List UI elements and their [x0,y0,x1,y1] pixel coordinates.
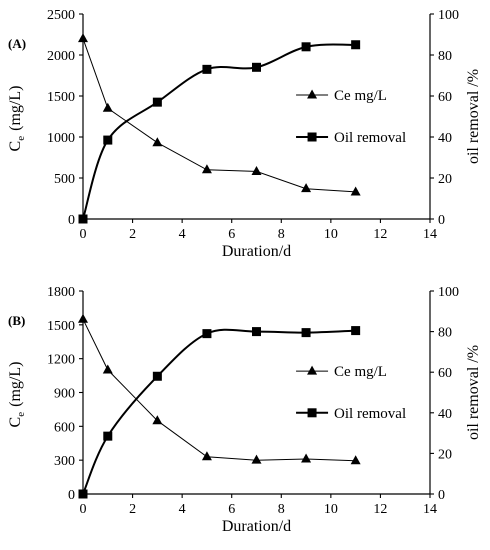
x-tick-label: 10 [324,227,338,242]
y-axis-label-unit: (mg/L) [7,362,24,407]
legend-oil-removal-marker [307,132,317,142]
legend-ce-concentration-label: Ce mg/L [334,364,387,380]
y2-tick-label: 80 [438,326,452,341]
panel-label: (A) [8,36,26,51]
x-tick-label: 10 [324,502,338,517]
y2-axis-label: oil removal /% [465,69,482,164]
y-tick-label: 300 [54,454,75,469]
ce-concentration-point [350,186,361,196]
legend-ce-concentration-label: Ce mg/L [334,88,387,104]
oil-removal-point [103,135,113,145]
y-axis-label-main: C [7,141,24,152]
x-tick-label: 0 [80,502,87,517]
y2-tick-label: 100 [438,8,459,23]
y-tick-label: 600 [54,420,75,435]
legend-ce-concentration-marker [307,365,318,375]
oil-removal-point [103,431,113,441]
x-tick-label: 6 [228,502,235,517]
y2-axis-label: oil removal /% [465,345,482,440]
y2-tick-label: 20 [438,447,452,462]
y2-tick-label: 0 [438,213,445,228]
legend-oil-removal-label: Oil removal [334,130,406,146]
ce-concentration-line [82,318,356,462]
legend-oil-removal-marker [307,408,317,418]
ce-concentration-point [152,137,163,147]
x-tick-label: 2 [129,502,136,517]
x-tick-label: 2 [129,227,136,242]
ce-concentration-point [251,165,262,175]
y-axis-label: Ce (mg/L) [7,362,27,428]
oil-removal-point [351,40,361,50]
ce-concentration-point [78,33,88,43]
oil-removal-point [152,371,162,381]
legend-ce-concentration-marker [307,89,318,99]
x-tick-label: 8 [278,227,285,242]
ce-concentration-line [82,38,356,193]
ce-concentration-point [102,364,113,374]
y2-tick-label: 40 [438,407,452,422]
oil-removal-point [202,329,212,339]
ce-concentration-point [251,454,262,464]
oil-removal-point [252,62,261,72]
oil-removal-point [252,327,261,337]
y-tick-label: 2500 [47,8,75,23]
legend-oil-removal-label: Oil removal [334,406,406,422]
y2-tick-label: 60 [438,366,452,381]
x-tick-label: 0 [80,227,87,242]
y-axis-label-subscript: e [15,136,27,141]
oil-removal-line [82,43,356,220]
y2-tick-label: 0 [438,488,445,503]
y2-tick-label: 40 [438,131,452,146]
x-tick-label: 4 [179,227,186,242]
chart-panel-b: 0 2 4 6 8 10 12 1403006009001200150018000204060… [7,285,482,535]
y-tick-label: 1500 [47,319,75,334]
y2-tick-label: 20 [438,172,452,187]
oil-removal-point [351,326,361,336]
ce-concentration-point [301,453,312,463]
x-tick-label: 8 [278,502,285,517]
y-axis-label-subscript: e [15,412,27,417]
x-tick-label: 6 [228,227,235,242]
ce-concentration-point [201,451,212,461]
ce-concentration-point [78,313,88,323]
y-tick-label: 1000 [47,131,75,146]
ce-concentration-point [152,415,163,425]
oil-removal-point [78,489,88,499]
y2-tick-label: 100 [438,285,459,300]
panel-label: (B) [8,313,25,328]
y-tick-label: 0 [68,213,75,228]
ce-concentration-point [301,183,312,193]
oil-removal-point [152,97,162,107]
y-tick-label: 0 [68,488,75,503]
x-tick-label: 12 [373,502,387,517]
oil-removal-point [301,42,311,52]
y-tick-label: 1800 [47,285,75,300]
x-tick-label: 14 [423,227,437,242]
y2-tick-label: 60 [438,90,452,105]
y-tick-label: 500 [54,172,75,187]
y-axis-label-main: C [7,417,24,428]
y-axis-label: Ce (mg/L) [7,86,27,152]
x-axis-label: Duration/d [222,518,291,535]
oil-removal-point [78,214,88,224]
chart-panel-a: 0 2 4 6 8 10 12 1405001000150020002500020406080… [7,8,482,260]
oil-removal-point [202,64,212,74]
x-tick-label: 14 [423,502,437,517]
y2-tick-label: 80 [438,49,452,64]
y-tick-label: 1200 [47,353,75,368]
x-tick-label: 4 [179,502,186,517]
ce-concentration-point [201,164,212,174]
y-tick-label: 1500 [47,90,75,105]
x-axis-label: Duration/d [222,243,291,260]
oil-removal-point [301,328,311,338]
x-tick-label: 12 [373,227,387,242]
y-tick-label: 2000 [47,49,75,64]
ce-concentration-point [102,102,113,112]
y-axis-label-unit: (mg/L) [7,86,24,131]
y-tick-label: 900 [54,387,75,402]
ce-concentration-point [350,455,361,465]
